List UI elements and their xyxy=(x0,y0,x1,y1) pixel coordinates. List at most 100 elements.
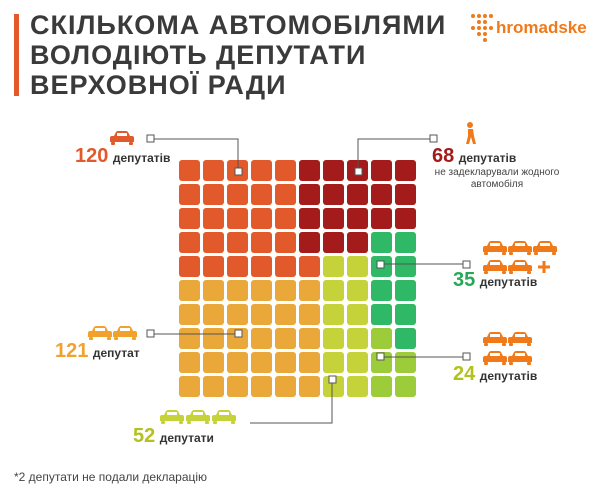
waffle-cell xyxy=(395,328,416,349)
waffle-cell xyxy=(347,184,368,205)
unit-24: депутатів xyxy=(479,369,538,383)
waffle-cell xyxy=(179,256,200,277)
count-120: 120 xyxy=(75,145,109,167)
note-68-text: не задекларували жодного автомобіля xyxy=(434,167,560,190)
waffle-cell xyxy=(251,328,272,349)
waffle-cell xyxy=(323,352,344,373)
note-68: не задекларували жодного автомобіля xyxy=(432,167,562,191)
marker xyxy=(234,329,243,338)
waffle-cell xyxy=(347,208,368,229)
waffle-cell xyxy=(203,184,224,205)
car-icons-lime xyxy=(160,410,236,424)
waffle-cell xyxy=(275,352,296,373)
waffle-cell xyxy=(371,232,392,253)
marker xyxy=(462,260,471,269)
unit-68: депутатів xyxy=(458,151,517,165)
accent-bar xyxy=(14,14,19,96)
waffle-cell xyxy=(275,304,296,325)
waffle-cell xyxy=(227,208,248,229)
waffle-cell xyxy=(251,352,272,373)
waffle-cell xyxy=(275,160,296,181)
waffle-cell xyxy=(251,232,272,253)
unit-121: депутат xyxy=(92,346,140,360)
waffle-cell xyxy=(299,232,320,253)
waffle-cell xyxy=(299,208,320,229)
waffle-cells xyxy=(179,160,416,397)
waffle-cell xyxy=(347,352,368,373)
waffle-cell xyxy=(299,304,320,325)
waffle-cell xyxy=(227,256,248,277)
waffle-cell xyxy=(203,256,224,277)
waffle-cell xyxy=(395,280,416,301)
waffle-cell xyxy=(323,232,344,253)
waffle-cell xyxy=(275,328,296,349)
waffle-cell xyxy=(203,352,224,373)
count-52: 52 xyxy=(133,425,156,447)
count-35: 35 xyxy=(453,269,476,291)
waffle-cell xyxy=(395,352,416,373)
waffle-cell xyxy=(323,160,344,181)
waffle-cell xyxy=(323,376,344,397)
waffle-cell xyxy=(371,160,392,181)
waffle-cell xyxy=(395,208,416,229)
count-68: 68 xyxy=(432,145,455,167)
waffle-cell xyxy=(323,328,344,349)
marker xyxy=(462,352,471,361)
waffle-cell xyxy=(299,256,320,277)
waffle-cell xyxy=(203,232,224,253)
waffle-cell xyxy=(275,280,296,301)
waffle-cell xyxy=(227,232,248,253)
plus-icon xyxy=(538,261,550,273)
title-line-3: Верховної ради xyxy=(30,70,287,100)
waffle-cell xyxy=(251,256,272,277)
waffle-cell xyxy=(179,328,200,349)
waffle-cell xyxy=(251,376,272,397)
waffle-cell xyxy=(371,280,392,301)
marker xyxy=(429,134,438,143)
waffle-cell xyxy=(251,208,272,229)
waffle-cell xyxy=(203,304,224,325)
waffle-cell xyxy=(275,376,296,397)
waffle-cell xyxy=(227,328,248,349)
waffle-cell xyxy=(251,304,272,325)
waffle-cell xyxy=(227,304,248,325)
marker xyxy=(376,352,385,361)
label-52: 52 депутати xyxy=(133,425,214,448)
label-121: 121 депутат xyxy=(55,340,140,363)
marker xyxy=(354,167,363,176)
marker xyxy=(146,134,155,143)
waffle-cell xyxy=(323,256,344,277)
waffle-cell xyxy=(275,256,296,277)
waffle-cell xyxy=(299,280,320,301)
waffle-cell xyxy=(275,232,296,253)
logo-text: hromadske xyxy=(496,18,587,37)
unit-35: депутатів xyxy=(479,275,538,289)
waffle-cell xyxy=(347,328,368,349)
waffle-cell xyxy=(179,280,200,301)
car-icons-yellow xyxy=(88,326,137,340)
waffle-cell xyxy=(251,184,272,205)
waffle-cell xyxy=(395,160,416,181)
count-24: 24 xyxy=(453,363,476,385)
waffle-cell xyxy=(227,352,248,373)
waffle-cell xyxy=(227,376,248,397)
title-line-1: Скількома автомобілями xyxy=(30,10,447,40)
car-icon-orange xyxy=(110,131,134,145)
label-120: 120 депутатів xyxy=(75,145,170,168)
unit-120: депутатів xyxy=(112,151,171,165)
waffle-cell xyxy=(395,184,416,205)
waffle-cell xyxy=(179,208,200,229)
car-icons-4 xyxy=(483,332,532,365)
waffle-cell xyxy=(395,376,416,397)
count-121: 121 xyxy=(55,340,89,362)
waffle-cell xyxy=(299,376,320,397)
waffle-cell xyxy=(179,232,200,253)
label-24: 24 депутатів xyxy=(453,363,537,386)
waffle-cell xyxy=(251,160,272,181)
waffle-cell xyxy=(347,280,368,301)
waffle-cell xyxy=(179,304,200,325)
waffle-cell xyxy=(275,208,296,229)
waffle-cell xyxy=(347,256,368,277)
hromadske-logo[interactable]: hromadske xyxy=(470,13,590,43)
